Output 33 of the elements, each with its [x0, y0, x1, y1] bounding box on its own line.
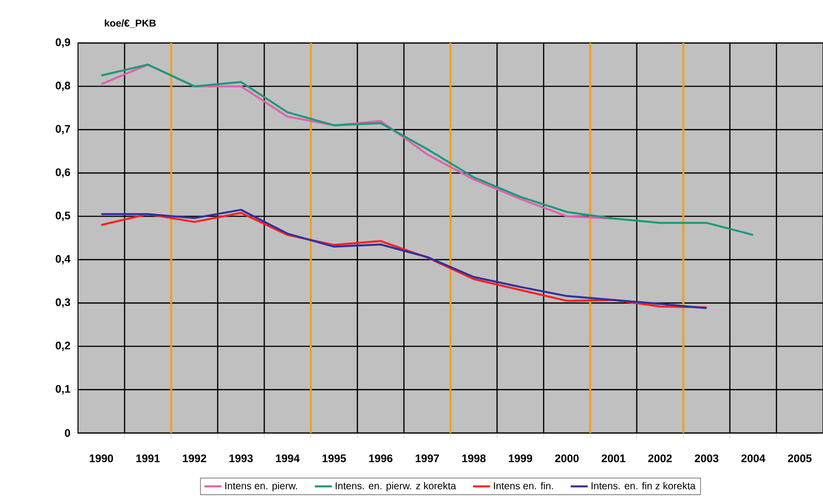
x-tick-label: 1997	[416, 454, 439, 462]
line-series	[100, 64, 614, 220]
x-tick-label: 2000	[555, 454, 579, 462]
y-axis-title: koe/€_PKB	[104, 19, 156, 28]
x-tick-label: 1995	[322, 454, 346, 462]
x-tick-label: 1994	[276, 454, 300, 462]
line-series	[100, 64, 754, 236]
y-tick-label: 0,8	[56, 82, 70, 92]
y-tick-label: 0,3	[56, 298, 70, 308]
x-tick-label: 1996	[369, 454, 392, 462]
x-tick-label: 2003	[694, 454, 718, 462]
x-tick-label: 2005	[788, 454, 812, 462]
x-tick-label: 1990	[90, 454, 114, 462]
x-tick-label: 1991	[136, 454, 160, 462]
y-tick-label: 0	[64, 429, 70, 437]
y-tick-label: 0,6	[56, 168, 70, 178]
x-tick-label: 2001	[602, 454, 626, 462]
legend-label: Intens en. fin.	[494, 482, 553, 490]
x-tick-label: 1993	[229, 454, 253, 462]
legend-label: Intens en. pierw.	[225, 482, 298, 492]
x-tick-label: 1999	[508, 454, 532, 462]
y-tick-label: 0,1	[56, 384, 70, 394]
y-tick-label: 0,2	[56, 342, 70, 351]
x-tick-label: 1998	[462, 454, 486, 462]
legend-label: Intens. en. fin z korekta	[592, 482, 696, 490]
y-tick-label: 0,7	[56, 124, 70, 134]
x-tick-label: 2002	[648, 454, 672, 462]
y-tick-label: 0,4	[56, 254, 70, 264]
y-tick-label: 0,9	[56, 38, 70, 48]
legend-label: Intens. en. pierw. z korekta	[336, 482, 456, 492]
y-tick-label: 0,5	[56, 212, 70, 222]
x-tick-label: 1992	[182, 454, 206, 462]
x-tick-label: 2004	[741, 454, 766, 462]
